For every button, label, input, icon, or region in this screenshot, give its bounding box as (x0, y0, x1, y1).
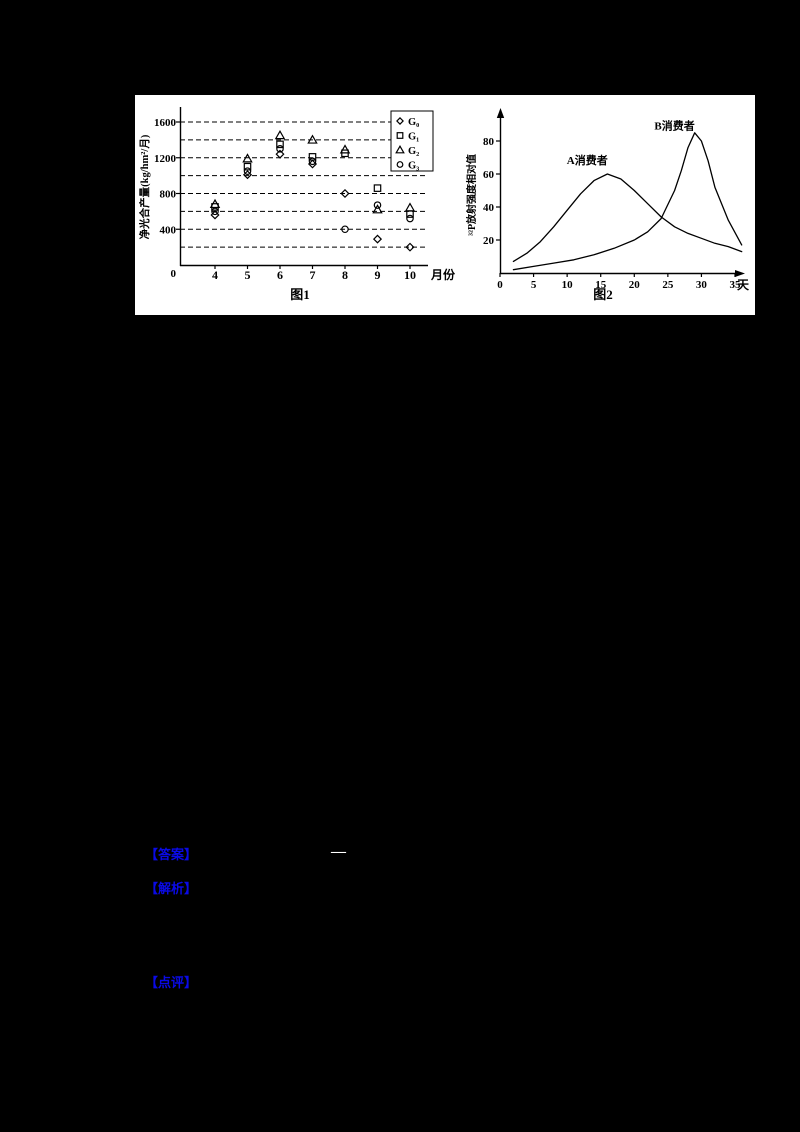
svg-text:9: 9 (375, 268, 381, 282)
svg-text:1600: 1600 (154, 117, 177, 129)
svg-text:20: 20 (483, 235, 495, 247)
svg-text:35: 35 (730, 279, 742, 291)
figure-2-32p-radioactivity-line: 20 40 60 80 0 5 10 15 20 25 30 35天 ³²P放射强度相对值 A消费者 B消费… (465, 108, 750, 302)
svg-text:³²P放射强度相对值: ³²P放射强度相对值 (465, 154, 478, 236)
svg-text:G₃: G₃ (408, 161, 419, 172)
svg-text:15: 15 (595, 279, 607, 291)
svg-text:8: 8 (342, 268, 348, 282)
svg-text:40: 40 (483, 202, 495, 214)
svg-text:30: 30 (696, 279, 708, 291)
svg-text:4: 4 (212, 268, 218, 282)
svg-text:10: 10 (562, 279, 574, 291)
svg-text:图2: 图2 (593, 287, 613, 302)
svg-text:G₁: G₁ (408, 132, 419, 143)
svg-text:天: 天 (737, 278, 750, 292)
figure-1-net-photosynthesis-scatter: 400 800 1200 1600 0 4 5 6 7 8 9 10 月份 净光合产量(kg/hm²/月)… (138, 107, 456, 302)
svg-text:B消费者: B消费者 (654, 118, 694, 132)
svg-text:月份: 月份 (430, 267, 456, 282)
svg-text:G₂: G₂ (408, 146, 419, 157)
svg-text:0: 0 (497, 279, 503, 291)
svg-text:G₀: G₀ (408, 117, 419, 128)
svg-text:5: 5 (531, 279, 537, 291)
svg-text:1200: 1200 (154, 153, 177, 165)
svg-text:6: 6 (277, 268, 283, 282)
answer-blank-dash: — (331, 844, 346, 860)
answer-label: 【答案】 (145, 847, 198, 862)
figure-panel: 400 800 1200 1600 0 4 5 6 7 8 9 10 月份 净光合产量(kg/hm²/月)… (135, 95, 755, 315)
svg-text:5: 5 (245, 268, 251, 282)
svg-text:10: 10 (404, 268, 416, 282)
svg-text:80: 80 (483, 136, 495, 148)
svg-text:20: 20 (629, 279, 641, 291)
svg-text:净光合产量(kg/hm²/月): 净光合产量(kg/hm²/月) (138, 134, 151, 239)
svg-text:A消费者: A消费者 (567, 153, 608, 167)
svg-text:图1: 图1 (290, 287, 310, 302)
svg-text:25: 25 (662, 279, 674, 291)
svg-text:800: 800 (160, 189, 177, 201)
svg-text:0: 0 (171, 268, 177, 280)
comment-label: 【点评】 (145, 975, 198, 990)
analysis-label: 【解析】 (145, 881, 198, 896)
svg-text:400: 400 (160, 224, 177, 236)
svg-text:7: 7 (310, 268, 316, 282)
svg-text:60: 60 (483, 169, 495, 181)
